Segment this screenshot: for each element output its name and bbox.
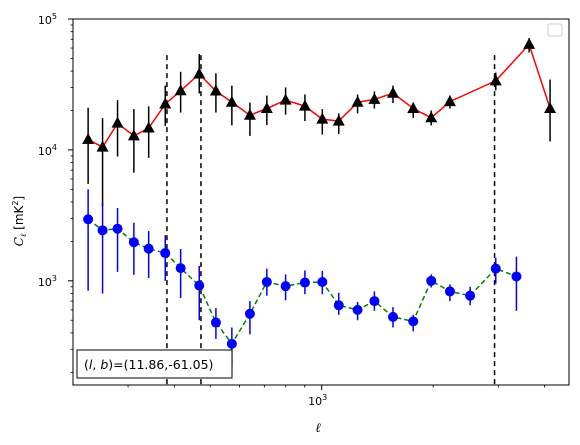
y-tick-label: 105 [38, 12, 57, 27]
svg-text:Cℓ [mK2]: Cℓ [mK2] [11, 196, 28, 246]
data-point-circle [352, 304, 363, 315]
data-point-circle [194, 280, 205, 291]
y-axis-label: Cℓ [mK2] [11, 196, 28, 246]
data-point-circle [97, 225, 108, 236]
series-layer [82, 37, 557, 367]
data-point-triangle [443, 95, 456, 107]
y-tick-label: 103 [38, 274, 57, 289]
data-point-circle [490, 263, 501, 274]
data-point-circle [426, 275, 437, 286]
data-point-triangle [142, 121, 155, 133]
data-point-triangle [127, 129, 140, 141]
annotation-box: (l, b)=(11.86,-61.05) [76, 349, 233, 379]
data-point-triangle [407, 102, 420, 114]
data-point-triangle [279, 93, 292, 105]
y-tick-label: 104 [38, 143, 57, 158]
vertical-markers [166, 55, 496, 385]
data-point-circle [333, 300, 344, 311]
data-point-triangle [368, 92, 381, 104]
data-point-circle [511, 271, 522, 282]
data-point-circle [299, 277, 310, 288]
data-point-triangle [225, 95, 238, 107]
data-point-triangle [193, 67, 206, 79]
legend-box [547, 23, 563, 37]
data-point-triangle [159, 97, 172, 109]
data-point-triangle [209, 84, 222, 96]
data-point-circle [175, 263, 186, 274]
data-point-triangle [298, 99, 311, 111]
data-point-triangle [316, 112, 329, 124]
data-point-circle [128, 237, 139, 248]
data-point-triangle [523, 37, 536, 49]
annotation-text: (l, b)=(11.86,-61.05) [84, 357, 213, 372]
data-point-triangle [332, 114, 345, 126]
data-point-triangle [174, 84, 187, 96]
data-point-circle [317, 276, 328, 287]
data-point-circle [465, 290, 476, 301]
data-point-circle [387, 311, 398, 322]
data-point-triangle [243, 108, 256, 120]
data-point-triangle [96, 140, 109, 152]
data-point-circle [369, 296, 380, 307]
data-point-triangle [544, 102, 557, 114]
data-point-triangle [489, 74, 502, 86]
data-point-triangle [386, 86, 399, 98]
data-point-circle [261, 276, 272, 287]
data-point-circle [226, 338, 237, 349]
x-axis-label: ℓ [315, 421, 321, 436]
data-point-triangle [260, 102, 273, 114]
data-point-circle [83, 214, 94, 225]
series-1 [83, 189, 522, 367]
data-point-circle [408, 316, 419, 327]
data-point-triangle [82, 133, 95, 145]
data-point-triangle [425, 111, 438, 123]
data-point-circle [444, 286, 455, 297]
plot-area [73, 19, 569, 385]
data-point-circle [160, 248, 171, 259]
data-point-triangle [351, 95, 364, 107]
plot-frame [72, 18, 570, 386]
data-point-triangle [111, 116, 124, 128]
data-point-circle [210, 317, 221, 328]
data-point-circle [112, 223, 123, 234]
data-point-circle [280, 281, 291, 292]
series-0 [82, 37, 557, 207]
data-point-circle [244, 308, 255, 319]
data-point-circle [143, 243, 154, 254]
x-tick-label: 103 [308, 393, 327, 408]
